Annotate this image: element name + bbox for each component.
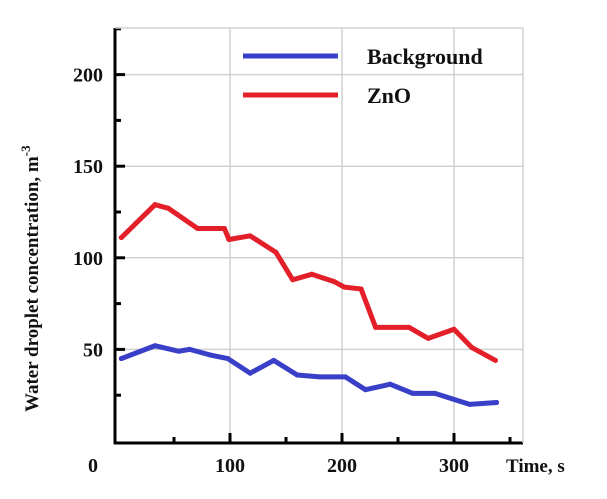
data-point-zno — [152, 202, 158, 208]
data-point-zno — [226, 236, 232, 242]
x-axis-label: Time, s — [506, 456, 565, 477]
data-point-background — [225, 356, 231, 362]
data-point-background — [207, 352, 213, 358]
data-point-zno — [451, 326, 457, 332]
series-line-zno — [118, 202, 498, 363]
x-tick-label: 200 — [327, 455, 357, 477]
x-tick-label: 300 — [439, 455, 469, 477]
y-tick-label: 50 — [83, 339, 103, 361]
data-point-background — [342, 374, 348, 380]
y-axis-label: Water droplet concentration, m-3 — [18, 145, 43, 412]
series-line-background — [118, 343, 500, 407]
data-point-zno — [469, 345, 475, 351]
legend-label-zno: ZnO — [367, 83, 411, 108]
data-point-zno — [358, 286, 364, 292]
data-point-zno — [118, 235, 124, 241]
axes — [113, 27, 524, 445]
data-point-zno — [247, 233, 253, 239]
data-point-background — [187, 346, 193, 352]
data-point-zno — [341, 284, 347, 290]
data-point-zno — [331, 279, 337, 285]
y-tick-label: 200 — [73, 65, 103, 87]
origin-label: 0 — [88, 455, 98, 477]
data-point-background — [175, 348, 181, 354]
y-tick-label: 100 — [73, 248, 103, 270]
data-point-background — [152, 343, 158, 349]
grid — [115, 28, 523, 443]
tick-labels: 100 200 300 50 100 150 200 — [73, 65, 469, 477]
data-point-background — [494, 400, 500, 406]
legend-label-background: Background — [367, 44, 483, 69]
data-point-background — [363, 387, 369, 393]
data-point-zno — [221, 225, 227, 231]
data-point-background — [294, 372, 300, 378]
legend: Background ZnO — [243, 44, 483, 108]
data-point-background — [317, 374, 323, 380]
data-point-zno — [195, 225, 201, 231]
data-point-zno — [492, 357, 498, 363]
data-point-background — [271, 357, 277, 363]
data-point-zno — [406, 324, 412, 330]
x-tick-label: 100 — [215, 455, 245, 477]
data-point-zno — [425, 335, 431, 341]
data-point-background — [410, 390, 416, 396]
data-point-zno — [373, 324, 379, 330]
data-point-zno — [309, 271, 315, 277]
data-point-background — [432, 390, 438, 396]
data-point-zno — [273, 249, 279, 255]
data-point-zno — [290, 277, 296, 283]
y-tick-label: 150 — [73, 156, 103, 178]
series-layer — [118, 202, 500, 407]
data-point-background — [387, 381, 393, 387]
data-point-background — [118, 356, 124, 362]
data-point-background — [247, 370, 253, 376]
data-point-background — [467, 401, 473, 407]
data-point-zno — [165, 205, 171, 211]
